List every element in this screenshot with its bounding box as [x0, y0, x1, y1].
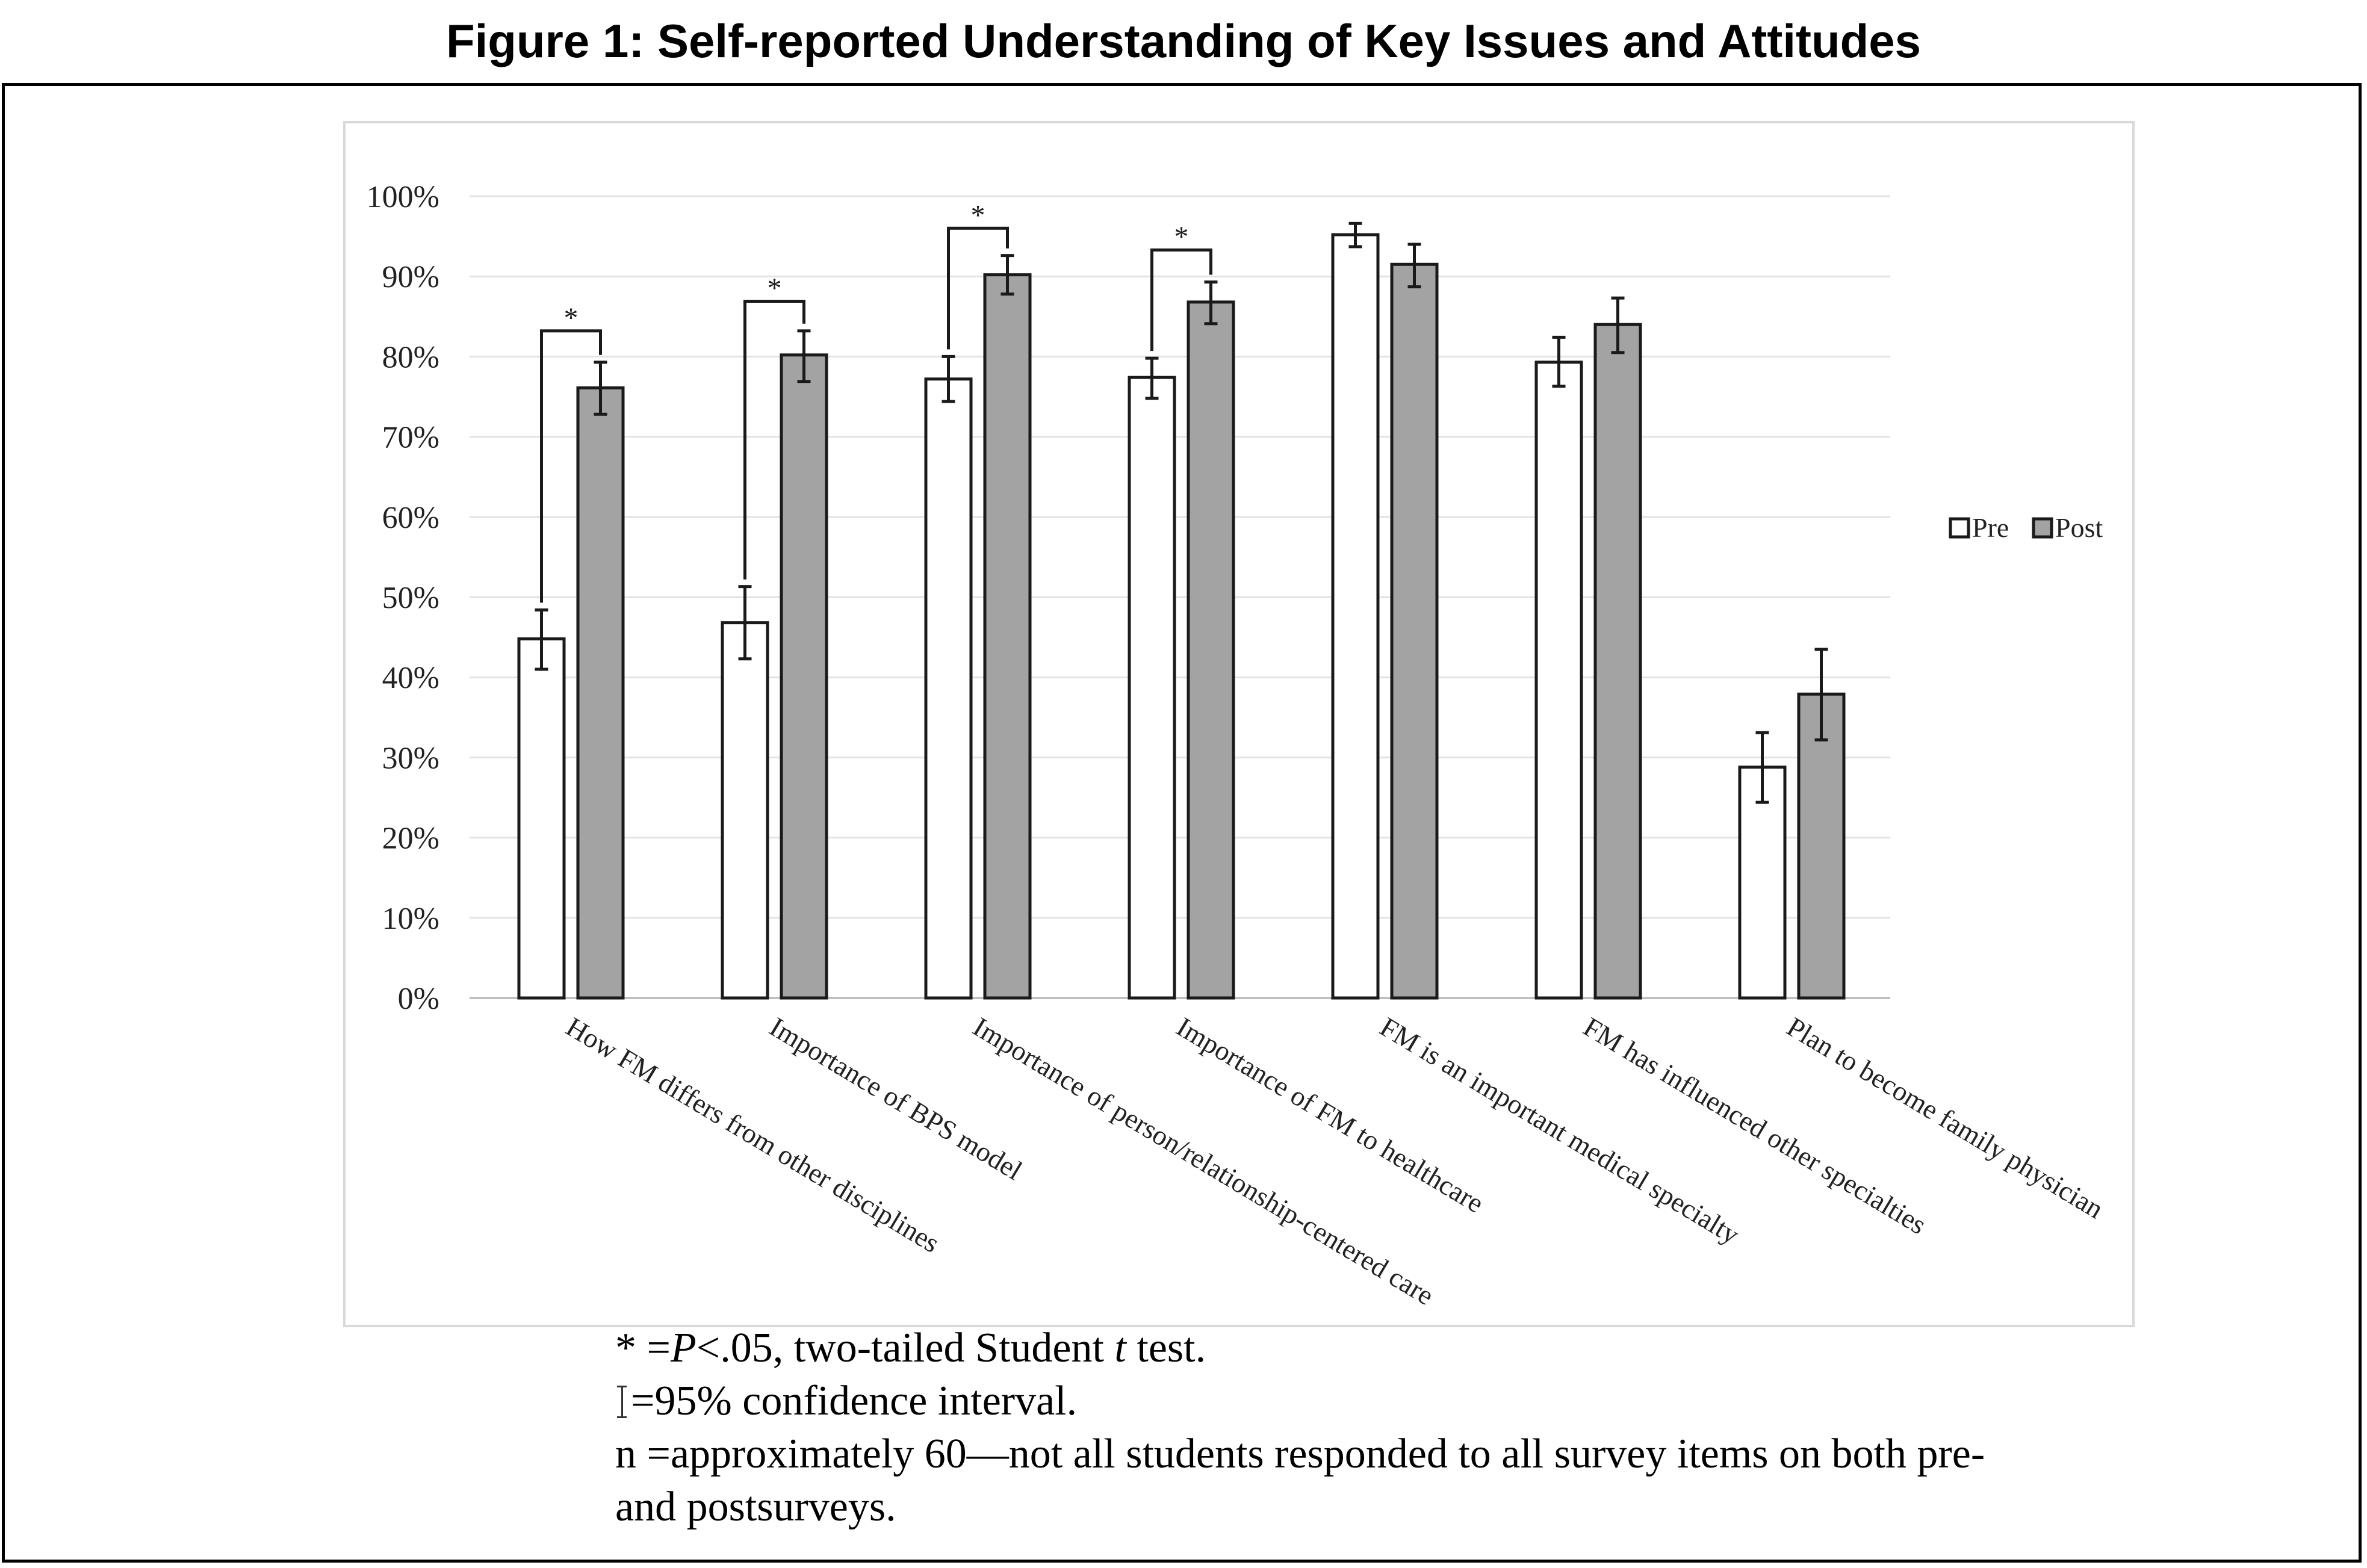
significance-note: * =P<.05, two-tailed Student t test.	[615, 1322, 2180, 1375]
bar-post	[576, 386, 625, 1000]
y-tick-label: 10%	[382, 902, 439, 936]
legend: Pre Post	[1949, 512, 2103, 543]
legend-swatch-pre	[1949, 517, 1970, 539]
confidence-intervals	[535, 222, 1828, 804]
y-tick-label: 20%	[382, 822, 439, 856]
significance-eq: =	[636, 1325, 671, 1371]
sample-note-line-2: and postsurveys.	[615, 1484, 896, 1530]
significance-marker: *	[615, 1325, 636, 1371]
bar-post	[1797, 692, 1846, 1000]
significance-star: *	[564, 302, 579, 334]
significance-star: *	[971, 199, 985, 231]
legend-label-post: Post	[2055, 512, 2103, 543]
figure-title: Figure 1: Self-reported Understanding of…	[445, 14, 1922, 67]
y-tick-label: 100%	[367, 180, 439, 214]
significance-bracket	[1150, 248, 1212, 352]
significance-star: *	[1174, 221, 1189, 253]
y-tick-label: 0%	[398, 982, 439, 1016]
bar-pre	[517, 637, 566, 1000]
bar-post	[1593, 323, 1642, 1000]
legend-swatch-post	[2032, 517, 2053, 539]
y-tick-label: 50%	[382, 581, 439, 615]
significance-bracket	[743, 299, 805, 580]
ci-text: =95% confidence interval.	[631, 1378, 1078, 1424]
significance-star: *	[768, 272, 782, 304]
y-tick-label: 70%	[382, 421, 439, 455]
y-tick-label: 30%	[382, 741, 439, 775]
figure-notes: * =P<.05, two-tailed Student t test. =95…	[615, 1322, 2180, 1534]
significance-brackets: * * * *	[540, 199, 1212, 603]
bar-pre	[924, 377, 973, 1000]
error-bar-icon	[615, 1384, 628, 1419]
y-tick-label: 60%	[382, 501, 439, 535]
significance-bracket	[947, 226, 1009, 350]
y-tick-label: 80%	[382, 340, 439, 374]
legend-label-pre: Pre	[1972, 512, 2009, 543]
y-axis-ticks: 0% 10% 20% 30% 40% 50% 60% 70% 80% 90% 100%	[367, 180, 439, 1016]
significance-text: <.05, two-tailed Student	[696, 1325, 1115, 1371]
bar-pre	[1128, 376, 1176, 1000]
significance-bracket	[540, 329, 602, 603]
gridlines	[470, 195, 1890, 999]
bar-post	[780, 353, 828, 1000]
bar-post	[983, 273, 1032, 1000]
p-symbol: P	[670, 1325, 696, 1371]
y-tick-label: 90%	[382, 260, 439, 294]
bar-pre	[1331, 233, 1380, 1000]
y-tick-label: 40%	[382, 661, 439, 695]
bar-pre	[721, 621, 769, 1000]
figure-frame	[2, 83, 2362, 1563]
ci-note: =95% confidence interval.	[615, 1375, 2180, 1428]
bar-post	[1390, 262, 1439, 1000]
significance-tail: test.	[1126, 1325, 1206, 1371]
sample-note-line-1: n =approximately 60—not all students res…	[615, 1431, 1985, 1477]
bars	[517, 233, 1846, 1000]
bar-post	[1187, 300, 1235, 1000]
bar-pre	[1534, 361, 1583, 1000]
t-symbol: t	[1114, 1325, 1126, 1371]
